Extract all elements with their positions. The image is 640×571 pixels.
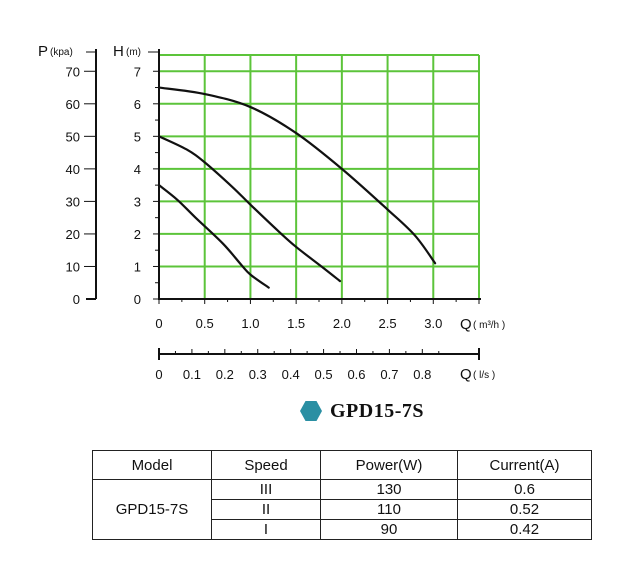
p-tick-label: 10 xyxy=(66,259,80,274)
chart-grid xyxy=(158,54,480,300)
q-tick-label: 1.5 xyxy=(287,316,305,331)
q-axis-unit: ( m³/h ) xyxy=(473,320,505,331)
p-tick-label: 40 xyxy=(66,162,80,177)
p-axis-letter: P xyxy=(38,43,48,60)
q-tick-label: 0.5 xyxy=(196,316,214,331)
current-cell: 0.6 xyxy=(457,479,592,500)
q-tick-label: 1.0 xyxy=(241,316,259,331)
h-tick-label: 4 xyxy=(134,162,141,177)
h-tick-label: 5 xyxy=(134,129,141,144)
spec-table: Model Speed Power(W) Current(A) GPD15-7S… xyxy=(92,450,592,540)
table-row: GPD15-7S III 130 0.6 xyxy=(92,479,592,540)
power-cell: 110 xyxy=(320,499,458,520)
product-heading: GPD15-7S xyxy=(300,398,424,424)
p-tick-label: 70 xyxy=(66,64,80,79)
p-tick-label: 0 xyxy=(73,292,80,307)
chart-axes xyxy=(84,49,481,360)
header-model: Model xyxy=(92,450,212,480)
p-tick-label: 30 xyxy=(66,194,80,209)
q-ls-tick-label: 0.3 xyxy=(249,367,267,382)
curve-speed-i xyxy=(157,184,270,289)
chart-series xyxy=(157,86,437,289)
h-tick-label: 0 xyxy=(134,292,141,307)
h-axis-letter: H xyxy=(113,43,124,60)
p-axis-unit: (kpa) xyxy=(50,47,73,58)
q-tick-label: 0 xyxy=(155,316,162,331)
q-axis-letter: Q xyxy=(460,316,472,333)
current-cell: 0.52 xyxy=(457,499,592,520)
header-current: Current(A) xyxy=(457,450,592,480)
speed-cell: I xyxy=(211,519,321,540)
table-row: I 90 0.42 xyxy=(93,519,592,540)
spec-table-header-row: Model Speed Power(W) Current(A) xyxy=(92,450,592,480)
power-cell: 90 xyxy=(320,519,458,540)
product-name: GPD15-7S xyxy=(330,399,424,422)
h-tick-label: 3 xyxy=(134,194,141,209)
power-cell: 130 xyxy=(320,479,458,500)
q-tick-label: 2.0 xyxy=(333,316,351,331)
hexagon-icon xyxy=(300,401,322,421)
q-ls-tick-label: 0.6 xyxy=(347,367,365,382)
q-ls-axis-letter: Q xyxy=(460,366,472,383)
q-tick-label: 3.0 xyxy=(424,316,442,331)
q-ls-tick-label: 0.7 xyxy=(380,367,398,382)
h-tick-label: 7 xyxy=(134,64,141,79)
header-speed: Speed xyxy=(211,450,321,480)
q-tick-label: 2.5 xyxy=(379,316,397,331)
speed-cell: II xyxy=(211,499,321,520)
curve-speed-iii xyxy=(157,86,437,265)
q-ls-tick-label: 0.1 xyxy=(183,367,201,382)
header-power: Power(W) xyxy=(320,450,458,480)
current-cell: 0.42 xyxy=(457,519,592,540)
p-tick-label: 20 xyxy=(66,227,80,242)
h-tick-label: 2 xyxy=(134,227,141,242)
h-tick-label: 6 xyxy=(134,97,141,112)
q-ls-axis-unit: ( l/s ) xyxy=(473,370,495,381)
h-tick-label: 1 xyxy=(134,259,141,274)
q-ls-tick-label: 0.2 xyxy=(216,367,234,382)
q-ls-tick-label: 0.4 xyxy=(282,367,300,382)
p-tick-label: 50 xyxy=(66,129,80,144)
q-ls-tick-label: 0.5 xyxy=(315,367,333,382)
q-ls-tick-label: 0 xyxy=(155,367,162,382)
h-axis-unit: (m) xyxy=(126,47,141,58)
q-ls-tick-label: 0.8 xyxy=(413,367,431,382)
curve-speed-ii xyxy=(157,135,342,283)
p-tick-label: 60 xyxy=(66,97,80,112)
model-cell: GPD15-7S xyxy=(92,479,212,540)
speed-cell: III xyxy=(211,479,321,500)
